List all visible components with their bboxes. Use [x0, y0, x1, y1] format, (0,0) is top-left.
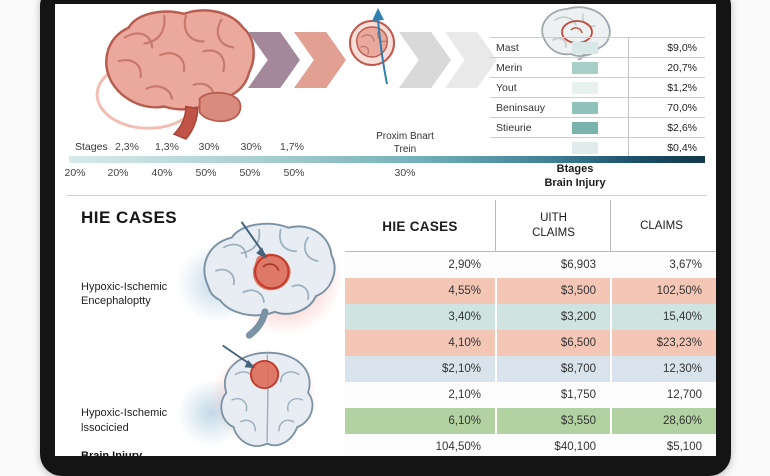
table-row: 4,10% $6,500 $23,23% [345, 330, 716, 356]
stage-upper-value: 30% [198, 141, 220, 153]
table-row: 3,40% $3,200 15,40% [345, 304, 716, 330]
header-divider-2 [610, 200, 611, 252]
diagram-label-2-bold: Brain Injury [81, 449, 221, 456]
cell: $23,23% [610, 330, 716, 356]
table-row: $2,10% $8,700 12,30% [345, 356, 716, 382]
stat-heat-swatch [572, 82, 598, 94]
stat-heat-swatch [572, 42, 598, 54]
stage-lower-value: 50% [195, 167, 217, 179]
flow-arrow-2-icon [294, 32, 346, 88]
stat-heat-swatch [572, 102, 598, 114]
cell: $40,100 [495, 434, 610, 456]
stat-label: Stieurie [496, 122, 532, 134]
table-row: 2,90% $6,903 3,67% [345, 252, 716, 278]
stat-label: Mast [496, 42, 519, 54]
stats-row: Merin 20,7% [490, 58, 705, 78]
hie-brain-diagram-2 [176, 336, 350, 456]
brain-injury-note: Btages Brain Injury [544, 163, 606, 189]
stat-heat-swatch [572, 62, 598, 74]
stats-row: Yout $1,2% [490, 78, 705, 98]
stage-lower-value: 20% [64, 167, 86, 179]
brain-lesion-side-icon [203, 221, 336, 339]
stats-row: Stieurie $2,6% [490, 118, 705, 138]
cell: 28,60% [610, 408, 716, 434]
brain-illustration-main [91, 4, 259, 142]
cell: 102,50% [610, 278, 716, 304]
stat-heat-swatch [572, 122, 598, 134]
cell: $6,903 [495, 252, 610, 278]
stat-value: $2,6% [628, 118, 705, 138]
stat-value: $9,0% [628, 38, 705, 58]
diagram-label-2-text: Hypoxic-Ischemic lssocicied [81, 407, 168, 434]
stage-upper-value: 2,3% [115, 141, 139, 153]
diagram-label-1: Hypoxic-Ischemic Encephaloptty [81, 281, 168, 308]
section-heading: HIE CASES [81, 208, 178, 227]
pointer-arrow-icon [369, 6, 395, 88]
section-divider [67, 195, 707, 196]
stage-upper-value: 30% [240, 141, 262, 153]
table-row: 4,55% $3,500 102,50% [345, 278, 716, 304]
header-divider-1 [495, 200, 496, 252]
brain-lesion-front-icon [220, 344, 314, 447]
cell: 15,40% [610, 304, 716, 330]
cell: $8,700 [495, 356, 610, 382]
cell: $3,200 [495, 304, 610, 330]
cell: $6,500 [495, 330, 610, 356]
cell: $5,100 [610, 434, 716, 456]
claims-header-hie-cases: HIE CASES [382, 218, 458, 234]
cell: 12,700 [610, 382, 716, 408]
stage-upper-value: 1,7% [280, 141, 304, 153]
axis-note: Proxim Bnart Trein [376, 131, 434, 155]
hie-brain-diagram-1 [173, 214, 351, 350]
stat-value: 70,0% [628, 98, 705, 118]
cell: $2,10% [441, 363, 481, 375]
flow-arrow-3-icon [399, 32, 451, 88]
stat-heat-swatch [572, 142, 598, 154]
cell: $3,500 [495, 278, 610, 304]
table-row: 104,50% $40,100 $5,100 [345, 434, 716, 456]
table-row: 2,10% $1,750 12,700 [345, 382, 716, 408]
cell: $3,550 [495, 408, 610, 434]
cell: 4,55% [448, 285, 481, 297]
stage-lower-value: 20% [107, 167, 129, 179]
stat-value: $0,4% [628, 138, 705, 158]
stat-label: Merin [496, 62, 523, 74]
stats-row: Mast $9,0% [490, 38, 705, 58]
stages-gradient-bar [69, 156, 705, 163]
cell: 2,90% [448, 259, 481, 271]
table-row: 6,10% $3,550 28,60% [345, 408, 716, 434]
diagram-label-2: Hypoxic-Ischemic lssocicied Brain Injury [81, 392, 221, 456]
claims-header-claims: CLAIMS [640, 220, 683, 232]
stats-row: $0,4% [490, 138, 705, 158]
stage-lower-value: 30% [394, 167, 416, 179]
stat-value: 20,7% [628, 58, 705, 78]
stat-label: Yout [496, 82, 517, 94]
header-underline [345, 251, 716, 252]
stats-row: Beninsauy 70,0% [490, 98, 705, 118]
cell: $1,750 [495, 382, 610, 408]
cell: 6,10% [448, 415, 481, 427]
claims-table-body: 2,90% $6,903 3,67% 4,55% $3,500 102,50% … [345, 252, 716, 456]
stages-label: Stages [75, 141, 108, 153]
stage-lower-value: 50% [283, 167, 305, 179]
stat-label: Beninsauy [496, 102, 546, 114]
cell: 3,40% [448, 311, 481, 323]
stage-upper-value: 1,3% [155, 141, 179, 153]
stage-lower-value: 40% [151, 167, 173, 179]
brain-side-view-icon [95, 9, 255, 140]
stage-lower-value: 50% [239, 167, 261, 179]
claims-header-with-claims: UITH CLAIMS [532, 212, 575, 239]
cell: 104,50% [435, 441, 481, 453]
stats-table: Mast $9,0% Merin 20,7% Yout $1,2% Benins… [490, 37, 705, 158]
cell: 12,30% [610, 356, 716, 382]
stat-value: $1,2% [628, 78, 705, 98]
cell: 2,10% [448, 389, 481, 401]
infographic-page: Mast $9,0% Merin 20,7% Yout $1,2% Benins… [55, 4, 716, 456]
cell: 4,10% [448, 337, 481, 349]
cell: 3,67% [610, 252, 716, 278]
